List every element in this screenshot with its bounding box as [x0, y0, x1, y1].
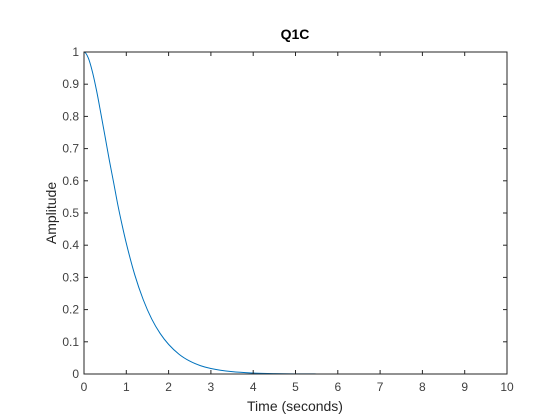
x-tick-label: 1: [123, 380, 130, 394]
tick-layer: 0 1 2 3 4 5 6 7 8 9 10 0 0.1 0.2 0.3 0.4 0.5 0.6 0.7 0.8 0.9…: [62, 45, 514, 394]
x-tick-label: 8: [419, 380, 426, 394]
y-tick-label: 0.5: [62, 206, 79, 220]
x-tick-label: 10: [500, 380, 514, 394]
x-tick-label: 7: [377, 380, 384, 394]
y-tick-label: 0.6: [62, 174, 79, 188]
y-tick-label: 1: [72, 45, 79, 59]
axes-box: [83, 51, 508, 375]
y-tick-label: 0.3: [62, 270, 79, 284]
y-tick-label: 0.4: [62, 238, 79, 252]
x-tick-label: 6: [334, 380, 341, 394]
y-tick-label: 0.8: [62, 109, 79, 123]
y-tick-label: 0.2: [62, 303, 79, 317]
plot-area: [84, 52, 507, 374]
chart-title: Q1C: [281, 26, 310, 42]
x-tick-label: 2: [165, 380, 172, 394]
x-axis-label: Time (seconds): [247, 398, 343, 414]
x-tick-label: 5: [292, 380, 299, 394]
x-tick-label: 3: [208, 380, 215, 394]
x-tick-label: 0: [81, 380, 88, 394]
y-axis-label: Amplitude: [43, 182, 59, 244]
x-tick-label: 4: [250, 380, 257, 394]
x-tick-label: 9: [461, 380, 468, 394]
y-tick-label: 0.1: [62, 335, 79, 349]
y-tick-label: 0.7: [62, 142, 79, 156]
y-tick-label: 0.9: [62, 77, 79, 91]
y-tick-label: 0: [72, 367, 79, 381]
